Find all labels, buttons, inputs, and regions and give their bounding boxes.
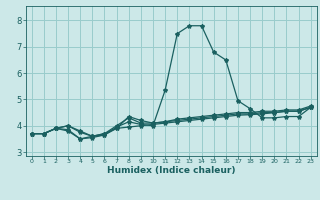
X-axis label: Humidex (Indice chaleur): Humidex (Indice chaleur) [107, 166, 236, 175]
